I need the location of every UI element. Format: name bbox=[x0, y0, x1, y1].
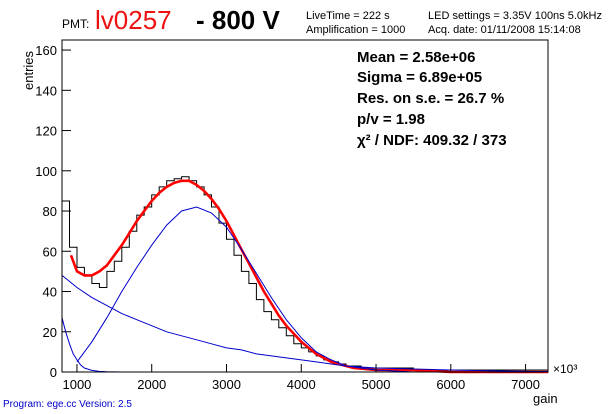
y-tick-label: 60 bbox=[43, 244, 57, 259]
acquisition-date: Acq. date: 01/11/2008 15:14:08 bbox=[428, 24, 581, 36]
live-time: LiveTime = 222 s bbox=[306, 10, 390, 22]
amplification: Amplification = 1000 bbox=[306, 24, 406, 36]
stat-sigma: Sigma = 6.89e+05 bbox=[357, 69, 482, 86]
x-tick-label: 6000 bbox=[436, 377, 465, 392]
y-tick-label: 160 bbox=[35, 43, 57, 58]
y-tick-label: 40 bbox=[43, 285, 57, 300]
plot-frame bbox=[61, 39, 549, 373]
led-settings: LED settings = 3.35V 100ns 5.0kHz bbox=[428, 10, 602, 22]
stat-mean: Mean = 2.58e+06 bbox=[357, 49, 475, 66]
voltage-label: - 800 V bbox=[196, 5, 280, 35]
pmt-label: PMT: bbox=[62, 17, 90, 31]
stat-chi2: χ² / NDF: 409.32 / 373 bbox=[357, 132, 507, 149]
y-tick-label: 80 bbox=[43, 204, 57, 219]
pmt-id: lv0257 bbox=[95, 5, 172, 35]
y-axis-label: entries bbox=[21, 50, 36, 90]
fit-series-1 bbox=[69, 179, 548, 374]
x-axis-label: gain bbox=[533, 391, 558, 406]
component-series-2 bbox=[76, 206, 548, 373]
x-tick-label: 1000 bbox=[62, 377, 91, 392]
y-tick-label: 20 bbox=[43, 325, 57, 340]
x-tick-label: 5000 bbox=[362, 377, 391, 392]
stat-resolution: Res. on s.e. = 26.7 % bbox=[357, 90, 504, 107]
stat-peak-valley: p/v = 1.98 bbox=[357, 111, 425, 128]
y-tick-label: 100 bbox=[35, 164, 57, 179]
y-tick-label: 0 bbox=[50, 365, 57, 380]
x-tick-label: 2000 bbox=[137, 377, 166, 392]
y-tick-label: 140 bbox=[35, 83, 57, 98]
x-tick-label: 3000 bbox=[212, 377, 241, 392]
x-tick-label: 7000 bbox=[511, 377, 540, 392]
x-tick-label: 4000 bbox=[287, 377, 316, 392]
component-series-3 bbox=[61, 275, 549, 373]
program-footer: Program: ege.cc Version: 2.5 bbox=[3, 399, 132, 410]
x-multiplier-label: ×10³ bbox=[553, 362, 577, 376]
y-tick-label: 120 bbox=[35, 124, 57, 139]
